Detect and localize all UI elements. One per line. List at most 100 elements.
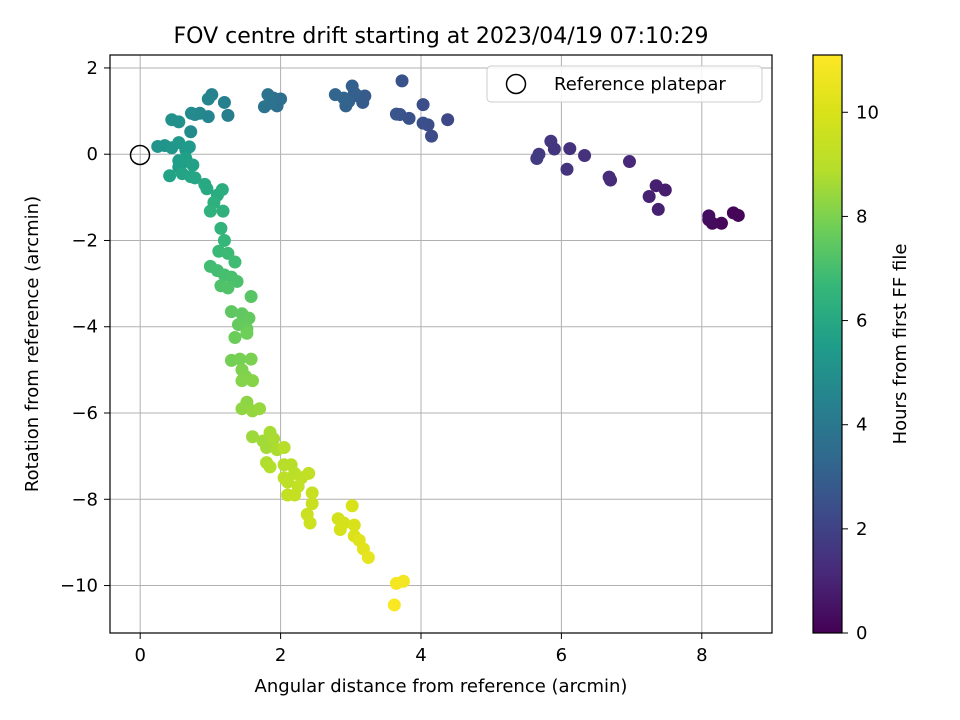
data-point: [544, 134, 558, 148]
data-point: [221, 281, 235, 295]
y-axis-ticks: 2 0 −2 −4 −6 −8 −10: [60, 58, 110, 597]
data-point: [345, 79, 359, 93]
colorbar-tick-label: 2: [856, 519, 867, 540]
y-axis-label: Rotation from reference (arcmin): [22, 196, 43, 492]
data-point: [345, 499, 359, 513]
colorbar-tick-label: 4: [856, 415, 867, 436]
data-point: [395, 74, 409, 88]
data-point: [277, 441, 291, 455]
x-tick-label: 6: [556, 645, 567, 666]
y-tick-label: −6: [71, 403, 98, 424]
data-point: [253, 402, 267, 416]
data-point: [328, 88, 342, 102]
y-tick-label: −10: [60, 576, 98, 597]
x-tick-label: 8: [696, 645, 707, 666]
x-tick-label: 0: [134, 645, 145, 666]
data-point: [242, 311, 256, 325]
data-point: [281, 475, 295, 489]
data-point: [233, 352, 247, 366]
data-point: [230, 274, 244, 288]
data-point: [165, 113, 179, 127]
data-point: [244, 352, 258, 366]
data-point: [200, 182, 214, 196]
data-point: [622, 155, 636, 169]
y-tick-label: 2: [87, 58, 98, 79]
reference-platepar-marker: [129, 144, 151, 166]
data-point: [257, 100, 271, 114]
data-point: [726, 206, 740, 220]
data-point: [240, 326, 254, 340]
data-point: [361, 551, 375, 565]
colorbar-tick-label: 8: [856, 206, 867, 227]
colorbar-tick-label: 10: [856, 102, 879, 123]
data-point: [188, 171, 202, 185]
data-point: [246, 430, 260, 444]
data-point: [163, 169, 177, 183]
data-point: [151, 139, 165, 153]
plot-area: [110, 55, 772, 633]
data-point: [216, 204, 230, 218]
data-point: [416, 98, 430, 112]
x-axis-label: Angular distance from reference (arcmin): [255, 676, 628, 697]
data-point: [224, 305, 238, 319]
data-point: [651, 202, 665, 216]
data-point: [563, 142, 577, 156]
colorbar: 0 2 4 6 8 10 Hours from first FF file: [812, 54, 911, 644]
data-point: [184, 125, 198, 139]
data-point: [333, 522, 347, 536]
legend-box: [486, 65, 763, 103]
grid-lines: [110, 55, 772, 633]
data-point: [260, 441, 274, 455]
data-point: [305, 486, 319, 500]
data-point: [182, 140, 196, 154]
y-tick-label: −8: [71, 489, 98, 510]
data-point: [217, 95, 231, 109]
data-point: [221, 246, 235, 260]
data-point: [186, 158, 200, 172]
data-points: [151, 74, 745, 612]
data-point: [246, 374, 260, 388]
data-point: [261, 88, 275, 102]
data-point: [441, 113, 455, 127]
data-point: [203, 204, 217, 218]
data-point: [288, 488, 302, 502]
data-point: [649, 179, 663, 193]
y-tick-label: −2: [71, 230, 98, 251]
data-point: [228, 331, 242, 345]
data-point: [530, 152, 544, 166]
colorbar-tick-label: 0: [856, 623, 867, 644]
data-point: [263, 460, 277, 474]
data-point: [217, 233, 231, 247]
data-point: [214, 221, 228, 235]
legend-marker: [505, 73, 527, 95]
chart-title: FOV centre drift starting at 2023/04/19 …: [174, 24, 709, 49]
data-point: [389, 107, 403, 121]
x-axis-ticks: 0 2 4 6 8: [134, 633, 708, 666]
data-point: [305, 497, 319, 511]
data-point: [221, 108, 235, 122]
data-point: [602, 170, 616, 184]
colorbar-tick-label: 6: [856, 311, 867, 332]
data-point: [578, 149, 592, 163]
legend: Reference platepar: [486, 65, 763, 103]
plot-frame: [109, 54, 773, 634]
data-point: [235, 402, 249, 416]
y-tick-label: 0: [87, 144, 98, 165]
data-point: [347, 518, 361, 532]
data-point: [387, 598, 401, 612]
x-tick-label: 4: [415, 645, 426, 666]
data-point: [184, 106, 198, 120]
data-point: [215, 183, 229, 197]
colorbar-label: Hours from first FF file: [890, 244, 911, 445]
y-tick-label: −4: [71, 317, 98, 338]
data-point: [416, 116, 430, 130]
data-point: [201, 92, 215, 106]
x-tick-label: 2: [275, 645, 286, 666]
colorbar-ticks: 0 2 4 6 8 10: [842, 102, 879, 644]
data-point: [702, 209, 716, 223]
colorbar-gradient: [812, 54, 843, 634]
data-point: [235, 374, 249, 388]
data-point: [228, 255, 242, 269]
data-point: [425, 129, 439, 143]
